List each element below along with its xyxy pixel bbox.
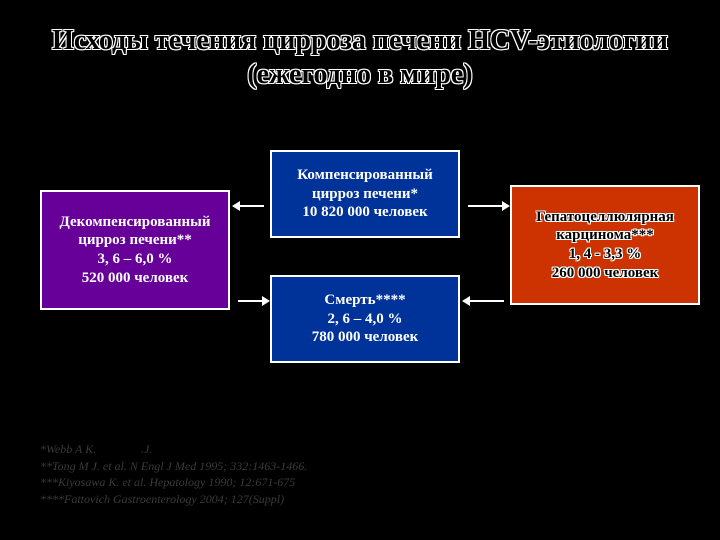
reference-line: ****Fattovich Gastroenterology 2004; 127… xyxy=(40,491,307,508)
line: 3, 6 – 6,0 % xyxy=(50,250,220,269)
slide-title: Исходы течения цирроза печени HCV-этиоло… xyxy=(50,24,670,91)
box-death-text: Смерть**** 2, 6 – 4,0 % 780 000 человек xyxy=(280,291,450,347)
line: цирроз печени** xyxy=(50,231,220,250)
reference-line: ***Kiyosawa K. et al. Hepatology 1990; 1… xyxy=(40,474,307,491)
box-death: Смерть**** 2, 6 – 4,0 % 780 000 человек xyxy=(270,275,460,363)
box-decompensated: Декомпенсированный цирроз печени** 3, 6 … xyxy=(40,190,230,310)
line: 2, 6 – 4,0 % xyxy=(280,310,450,329)
line: 10 820 000 человек xyxy=(280,203,450,222)
line: 520 000 человек xyxy=(50,269,220,288)
arrow-compensated-to-decompensated xyxy=(240,205,264,207)
box-decompensated-text: Декомпенсированный цирроз печени** 3, 6 … xyxy=(50,213,220,288)
references: *Webb A K. .J. **Tong M J. et al. N Engl… xyxy=(40,441,307,508)
line: 780 000 человек xyxy=(280,328,450,347)
arrow-carcinoma-to-death xyxy=(470,300,504,302)
line: Гепатоцеллюлярная xyxy=(520,208,690,227)
reference-line: **Tong M J. et al. N Engl J Med 1995; 33… xyxy=(40,458,307,475)
line: 260 000 человек xyxy=(520,264,690,283)
box-compensated: Компенсированный цирроз печени* 10 820 0… xyxy=(270,150,460,238)
reference-line: *Webb A K. .J. xyxy=(40,441,307,458)
box-carcinoma-text: Гепатоцеллюлярная карцинома*** 1, 4 - 3,… xyxy=(520,208,690,283)
box-carcinoma: Гепатоцеллюлярная карцинома*** 1, 4 - 3,… xyxy=(510,185,700,305)
line: 1, 4 - 3,3 % xyxy=(520,245,690,264)
box-compensated-text: Компенсированный цирроз печени* 10 820 0… xyxy=(280,166,450,222)
line: Декомпенсированный xyxy=(50,213,220,232)
line: карцинома*** xyxy=(520,226,690,245)
line: Смерть**** xyxy=(280,291,450,310)
slide: Исходы течения цирроза печени HCV-этиоло… xyxy=(0,0,720,540)
arrow-decompensated-to-death xyxy=(238,300,262,302)
line: Компенсированный xyxy=(280,166,450,185)
line: цирроз печени* xyxy=(280,185,450,204)
arrow-compensated-to-carcinoma xyxy=(468,205,502,207)
